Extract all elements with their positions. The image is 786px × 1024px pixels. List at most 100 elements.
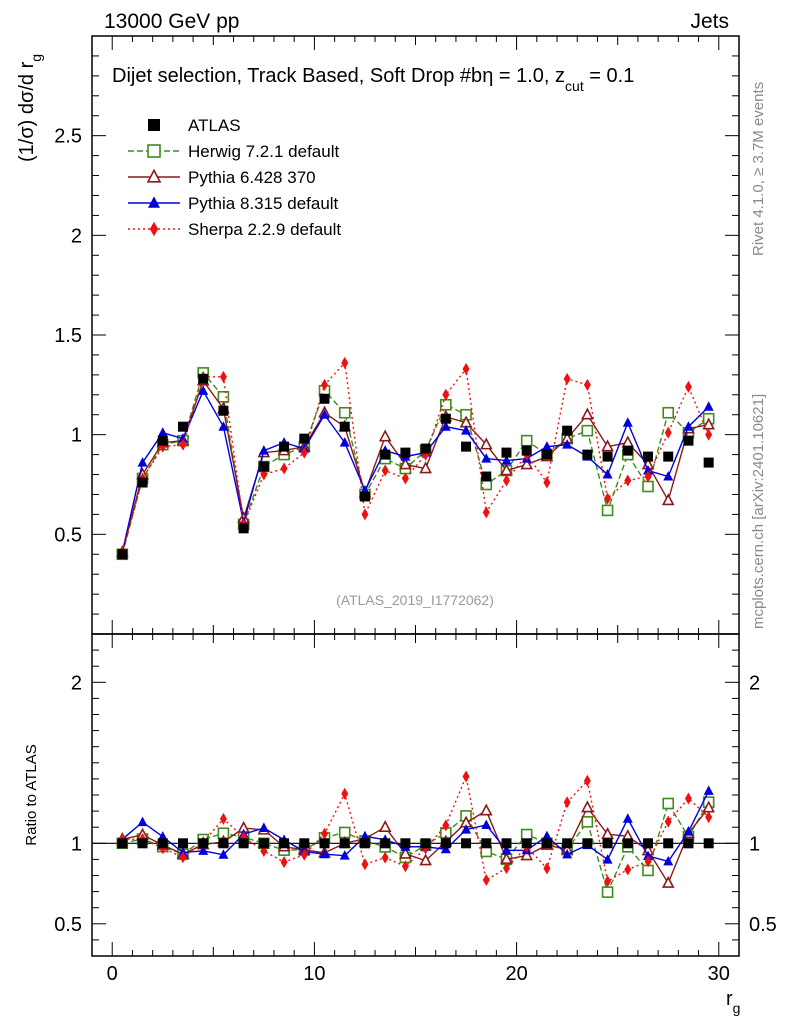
- atlas-ratio-point: [541, 838, 552, 849]
- pythia-6-428-370-point: [479, 437, 493, 450]
- atlas-ratio-point: [501, 838, 512, 849]
- sherpa-2-2-9-default-point: [644, 470, 652, 483]
- herwig-7-2-1-default-point: [217, 390, 230, 403]
- herwig-7-2-1-default-ratio-point: [581, 816, 594, 828]
- axes-group: 0 10 20 30 0.5 1 1.5 2 2.5 0.5 0.5 1 1 2 2: [54, 36, 777, 985]
- atlas-ratio-point: [481, 838, 492, 849]
- herwig-7-2-1-default-point: [581, 424, 594, 437]
- pythia-8-315-default-point: [218, 421, 229, 431]
- pythia-8-315-default-ratio-point: [622, 813, 633, 823]
- x-tick-label: 10: [303, 963, 325, 985]
- y-axis-label: (1/σ) dσ/d rg: [16, 54, 44, 162]
- atlas-point: [177, 421, 188, 432]
- sherpa-2-2-9-default-point: [705, 428, 713, 441]
- atlas-point: [481, 471, 492, 482]
- sherpa-2-2-9-default-point: [482, 506, 490, 519]
- pythia-6-428-370-point: [399, 457, 412, 470]
- sherpa-2-2-9-default-ratio-point: [563, 796, 571, 809]
- atlas-point: [501, 447, 512, 458]
- legend-label-sherpa-2-2-9-default: Sherpa 2.2.9 default: [188, 220, 341, 239]
- pythia-6-428-370-ratio-point: [581, 800, 594, 813]
- pythia-8-315-default-ratio-line: [121, 790, 710, 863]
- sherpa-2-2-9-default-point: [604, 492, 612, 505]
- atlas-point: [117, 549, 128, 560]
- atlas-ratio-point: [319, 838, 330, 849]
- herwig-7-2-1-default-ratio-point: [338, 826, 351, 839]
- sherpa-2-2-9-default-ratio-point: [300, 848, 308, 861]
- sherpa-2-2-9-default-point: [381, 464, 389, 477]
- atlas-point: [420, 443, 431, 454]
- atlas-ratio-point: [238, 838, 249, 849]
- pythia-8-315-default-point: [440, 421, 451, 431]
- atlas-point: [541, 449, 552, 460]
- atlas-point: [157, 435, 168, 446]
- sherpa-2-2-9-default-ratio-point: [664, 815, 672, 828]
- sherpa-2-2-9-default-ratio-point: [604, 875, 612, 888]
- sherpa-2-2-9-default-ratio-point: [442, 819, 450, 832]
- pythia-8-315-default-point: [461, 425, 472, 435]
- pythia-6-428-370-ratio-point: [520, 848, 534, 861]
- ratio-plot-frame: [91, 633, 740, 957]
- atlas-ratio-point: [177, 838, 188, 849]
- ratio-y-axis-label: Ratio to ATLAS: [23, 744, 40, 845]
- pythia-6-428-370-point: [621, 435, 635, 448]
- pythia-8-315-default-point: [683, 421, 694, 431]
- pythia-6-428-370-point: [419, 461, 432, 474]
- sherpa-2-2-9-default-point: [300, 446, 308, 459]
- sherpa-2-2-9-default-point: [341, 356, 349, 369]
- pythia-8-315-default-point: [198, 385, 209, 395]
- pythia-6-428-370-point: [520, 457, 534, 470]
- sherpa-2-2-9-default-point: [179, 438, 187, 451]
- herwig-7-2-1-default-point: [520, 434, 533, 447]
- sherpa-2-2-9-default-ratio-line: [122, 774, 710, 883]
- pythia-8-315-default-ratio-point: [602, 854, 613, 864]
- atlas-ratio-point: [380, 838, 391, 849]
- pythia-8-315-default-point: [703, 401, 714, 411]
- atlas-ratio-point: [683, 838, 694, 849]
- atlas-ratio-point: [622, 838, 633, 849]
- sherpa-2-2-9-default-point: [563, 372, 571, 385]
- sherpa-2-2-9-default-point: [502, 474, 510, 487]
- pythia-8-315-default-point: [663, 471, 674, 481]
- legend-marker-sherpa-2-2-9-default: [149, 221, 159, 237]
- atlas-point: [198, 373, 209, 384]
- pythia-8-315-default-ratio-point: [157, 831, 168, 841]
- sherpa-2-2-9-default-point: [219, 370, 227, 383]
- atlas-point: [299, 433, 310, 444]
- atlas-point: [622, 445, 633, 456]
- y-tick-label: 1.5: [54, 325, 82, 347]
- atlas-ratio-point: [117, 838, 128, 849]
- herwig-7-2-1-default-ratio-point: [520, 828, 533, 841]
- pythia-6-428-370-ratio-point: [661, 875, 675, 888]
- atlas-ratio-point: [643, 838, 654, 849]
- herwig-7-2-1-default-point: [642, 480, 654, 493]
- atlas-ratio-point: [440, 838, 451, 849]
- atlas-point: [279, 441, 290, 452]
- legend-label-atlas: ATLAS: [188, 116, 241, 135]
- sherpa-2-2-9-default-ratio-point: [482, 873, 490, 886]
- sherpa-2-2-9-default-ratio-point: [341, 787, 349, 800]
- legend: ATLAS Herwig 7.2.1 default Pythia 6.428 37…: [128, 116, 341, 239]
- atlas-point: [380, 449, 391, 460]
- x-tick-label: 30: [708, 963, 730, 985]
- atlas-ratio-point: [359, 838, 370, 849]
- herwig-7-2-1-default-point: [601, 504, 614, 517]
- sherpa-2-2-9-default-ratio-point: [705, 811, 713, 824]
- pythia-8-315-default-ratio-point: [359, 830, 370, 841]
- atlas-point: [521, 445, 532, 456]
- atlas-point: [440, 413, 451, 424]
- herwig-7-2-1-default-line: [121, 371, 710, 555]
- pythia-8-315-default-ratio-point: [461, 824, 472, 834]
- atlas-ratio-point: [663, 838, 674, 849]
- atlas-ratio-point: [461, 838, 472, 849]
- atlas-ratio-point: [602, 838, 613, 849]
- sherpa-2-2-9-default-ratio-point: [219, 812, 227, 825]
- legend-label-pythia-8-315-default: Pythia 8.315 default: [188, 194, 339, 213]
- pythia-6-428-370-point: [601, 439, 614, 452]
- pythia-8-315-default-point: [501, 455, 512, 465]
- sherpa-2-2-9-default-ratio-point: [321, 827, 329, 840]
- pythia-8-315-default-ratio-point: [319, 848, 330, 859]
- pythia-8-315-default-ratio-point: [137, 816, 148, 827]
- pythia-8-315-default-point: [481, 453, 492, 463]
